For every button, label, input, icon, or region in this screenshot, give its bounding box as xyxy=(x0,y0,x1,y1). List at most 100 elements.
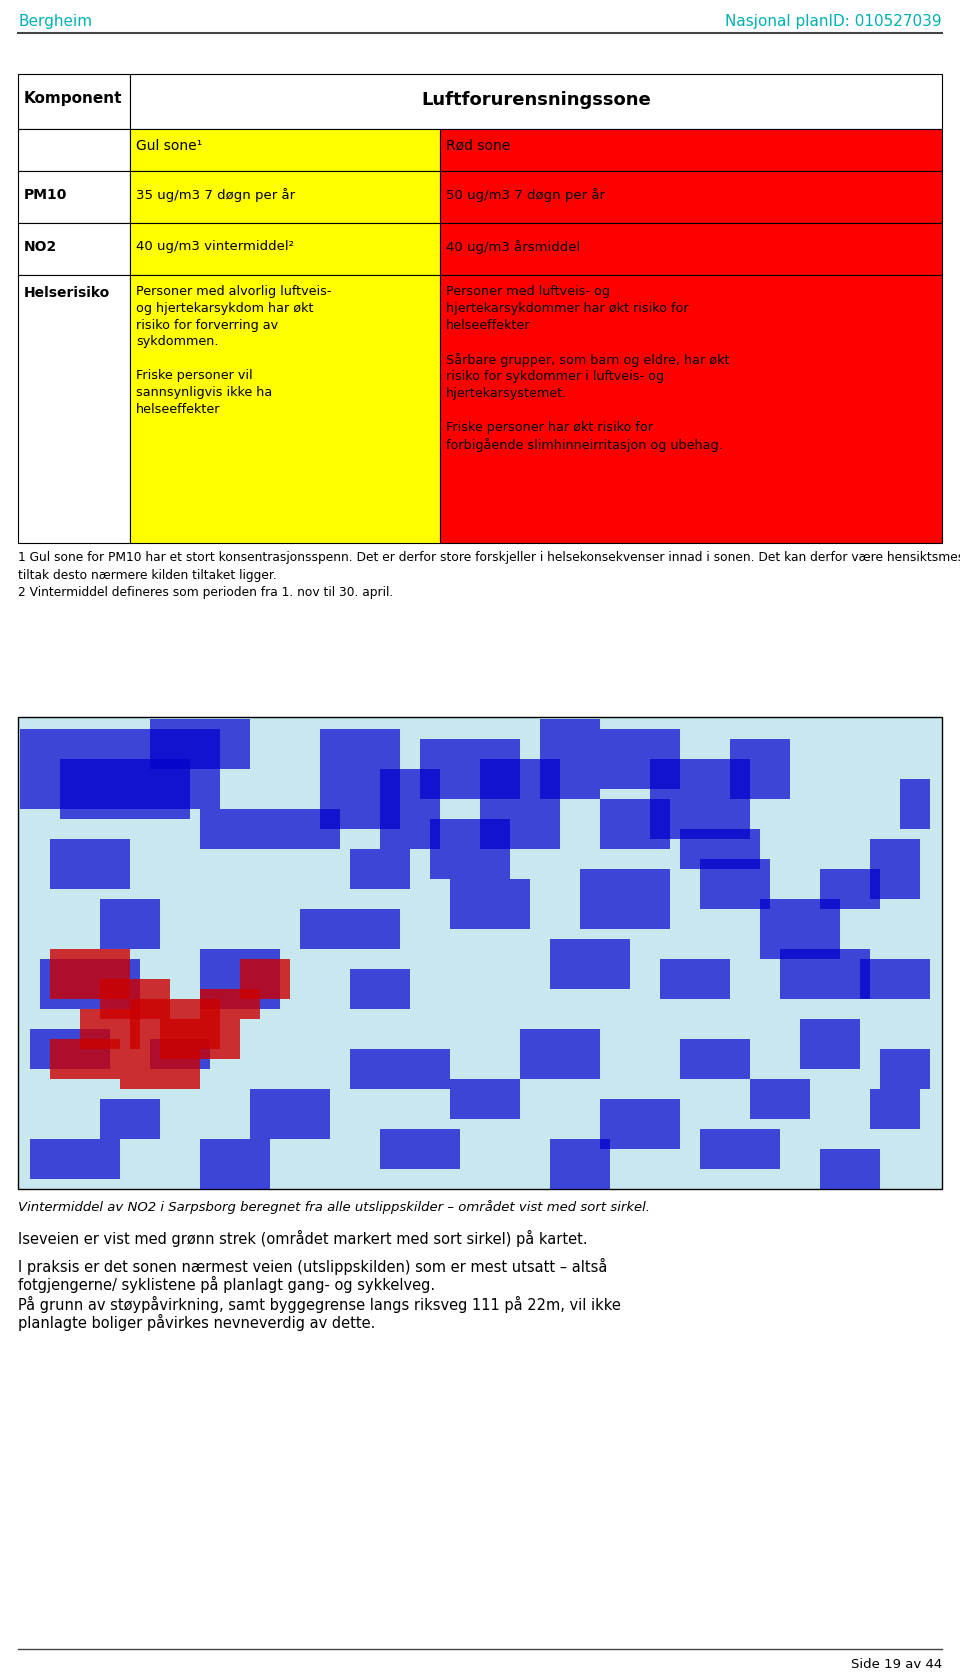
Bar xyxy=(440,129,942,171)
Bar xyxy=(880,1050,930,1089)
Bar xyxy=(680,1040,750,1079)
Bar xyxy=(540,719,600,800)
Bar xyxy=(700,1129,780,1169)
Bar xyxy=(680,830,760,870)
Bar xyxy=(200,990,260,1020)
Bar xyxy=(600,1099,680,1149)
Bar xyxy=(18,717,942,1189)
Text: Gul sone¹: Gul sone¹ xyxy=(136,139,203,153)
Bar xyxy=(550,1139,610,1189)
Bar xyxy=(100,1099,160,1139)
Bar xyxy=(120,1050,200,1089)
Bar xyxy=(130,223,440,276)
Bar xyxy=(60,759,190,820)
Bar xyxy=(18,76,130,129)
Bar xyxy=(200,949,280,1010)
Bar xyxy=(240,959,290,1000)
Bar xyxy=(520,1030,600,1079)
Bar xyxy=(18,223,130,276)
Text: 2 Vintermiddel defineres som perioden fra 1. nov til 30. april.: 2 Vintermiddel defineres som perioden fr… xyxy=(18,586,394,598)
Text: Iseveien er vist med grønn strek (området markert med sort sirkel) på kartet.: Iseveien er vist med grønn strek (område… xyxy=(18,1230,588,1247)
Bar xyxy=(820,870,880,909)
Bar xyxy=(130,171,440,223)
Bar xyxy=(80,1010,140,1050)
Text: 40 ug/m3 årsmiddel: 40 ug/m3 årsmiddel xyxy=(446,240,580,254)
Bar xyxy=(600,800,670,850)
Bar xyxy=(780,949,870,1000)
Text: tiltak desto nærmere kilden tiltaket ligger.: tiltak desto nærmere kilden tiltaket lig… xyxy=(18,568,276,581)
Text: NO2: NO2 xyxy=(24,240,58,254)
Bar xyxy=(320,729,400,830)
Bar xyxy=(750,1079,810,1119)
Text: fotgjengerne/ syklistene på planlagt gang- og sykkelveg.: fotgjengerne/ syklistene på planlagt gan… xyxy=(18,1275,435,1292)
Bar xyxy=(130,76,942,129)
Bar xyxy=(450,1079,520,1119)
Bar xyxy=(200,1139,270,1189)
Bar xyxy=(150,719,250,769)
Text: 35 ug/m3 7 døgn per år: 35 ug/m3 7 døgn per år xyxy=(136,188,295,202)
Bar xyxy=(350,1050,450,1089)
Bar xyxy=(480,759,560,850)
Text: Vintermiddel av NO2 i Sarpsborg beregnet fra alle utslippskilder – området vist : Vintermiddel av NO2 i Sarpsborg beregnet… xyxy=(18,1200,650,1213)
Bar xyxy=(130,276,440,544)
Bar xyxy=(420,739,520,800)
Bar xyxy=(18,129,130,171)
Text: 50 ug/m3 7 døgn per år: 50 ug/m3 7 døgn per år xyxy=(446,188,605,202)
Bar xyxy=(30,1030,110,1070)
Bar xyxy=(600,729,680,790)
Bar xyxy=(580,870,670,929)
Text: planlagte boliger påvirkes nevneverdig av dette.: planlagte boliger påvirkes nevneverdig a… xyxy=(18,1314,375,1331)
Bar xyxy=(160,1020,240,1060)
Text: Komponent: Komponent xyxy=(24,91,123,106)
Text: Personer med luftveis- og
hjertekarsykdommer har økt risiko for
helseeffekter

S: Personer med luftveis- og hjertekarsykdo… xyxy=(446,286,730,452)
Text: Bergheim: Bergheim xyxy=(18,13,92,29)
Bar xyxy=(30,1139,120,1179)
Bar xyxy=(380,1129,460,1169)
Bar xyxy=(660,959,730,1000)
Bar xyxy=(730,739,790,800)
Text: 1 Gul sone for PM10 har et stort konsentrasjonsspenn. Det er derfor store forskj: 1 Gul sone for PM10 har et stort konsent… xyxy=(18,549,960,563)
Bar xyxy=(440,171,942,223)
Bar xyxy=(550,939,630,990)
Text: På grunn av støypåvirkning, samt byggegrense langs riksveg 111 på 22m, vil ikke: På grunn av støypåvirkning, samt byggegr… xyxy=(18,1295,621,1312)
Bar xyxy=(440,276,942,544)
Text: Helserisiko: Helserisiko xyxy=(24,286,110,299)
Bar xyxy=(700,860,770,909)
Bar xyxy=(300,909,400,949)
Bar xyxy=(650,759,750,840)
Bar xyxy=(450,879,530,929)
Bar xyxy=(100,979,170,1020)
Bar xyxy=(130,1000,220,1050)
Text: 40 ug/m3 vintermiddel²: 40 ug/m3 vintermiddel² xyxy=(136,240,294,254)
Bar xyxy=(150,1040,210,1070)
Bar xyxy=(200,810,340,850)
Bar xyxy=(20,729,220,810)
Text: Rød sone: Rød sone xyxy=(446,139,511,153)
Bar xyxy=(40,959,140,1010)
Bar xyxy=(430,820,510,879)
Text: Luftforurensningssone: Luftforurensningssone xyxy=(421,91,651,109)
Bar xyxy=(440,223,942,276)
Text: PM10: PM10 xyxy=(24,188,67,202)
Bar xyxy=(800,1020,860,1070)
Bar xyxy=(870,1089,920,1129)
Bar xyxy=(350,969,410,1010)
Bar xyxy=(50,1040,120,1079)
Bar xyxy=(870,840,920,899)
Bar xyxy=(760,899,840,959)
Bar xyxy=(820,1149,880,1189)
Bar xyxy=(18,276,130,544)
Bar xyxy=(900,780,930,830)
Bar xyxy=(50,949,130,1000)
Bar xyxy=(250,1089,330,1139)
Text: Nasjonal planID: 010527039: Nasjonal planID: 010527039 xyxy=(726,13,942,29)
Text: Personer med alvorlig luftveis-
og hjertekarsykdom har økt
risiko for forverring: Personer med alvorlig luftveis- og hjert… xyxy=(136,286,331,415)
Text: Side 19 av 44: Side 19 av 44 xyxy=(851,1656,942,1670)
Bar xyxy=(100,899,160,949)
Bar xyxy=(18,171,130,223)
Bar xyxy=(380,769,440,850)
Text: I praksis er det sonen nærmest veien (utslippskilden) som er mest utsatt – altså: I praksis er det sonen nærmest veien (ut… xyxy=(18,1257,608,1273)
Bar xyxy=(130,129,440,171)
Bar xyxy=(350,850,410,889)
Bar xyxy=(860,959,930,1000)
